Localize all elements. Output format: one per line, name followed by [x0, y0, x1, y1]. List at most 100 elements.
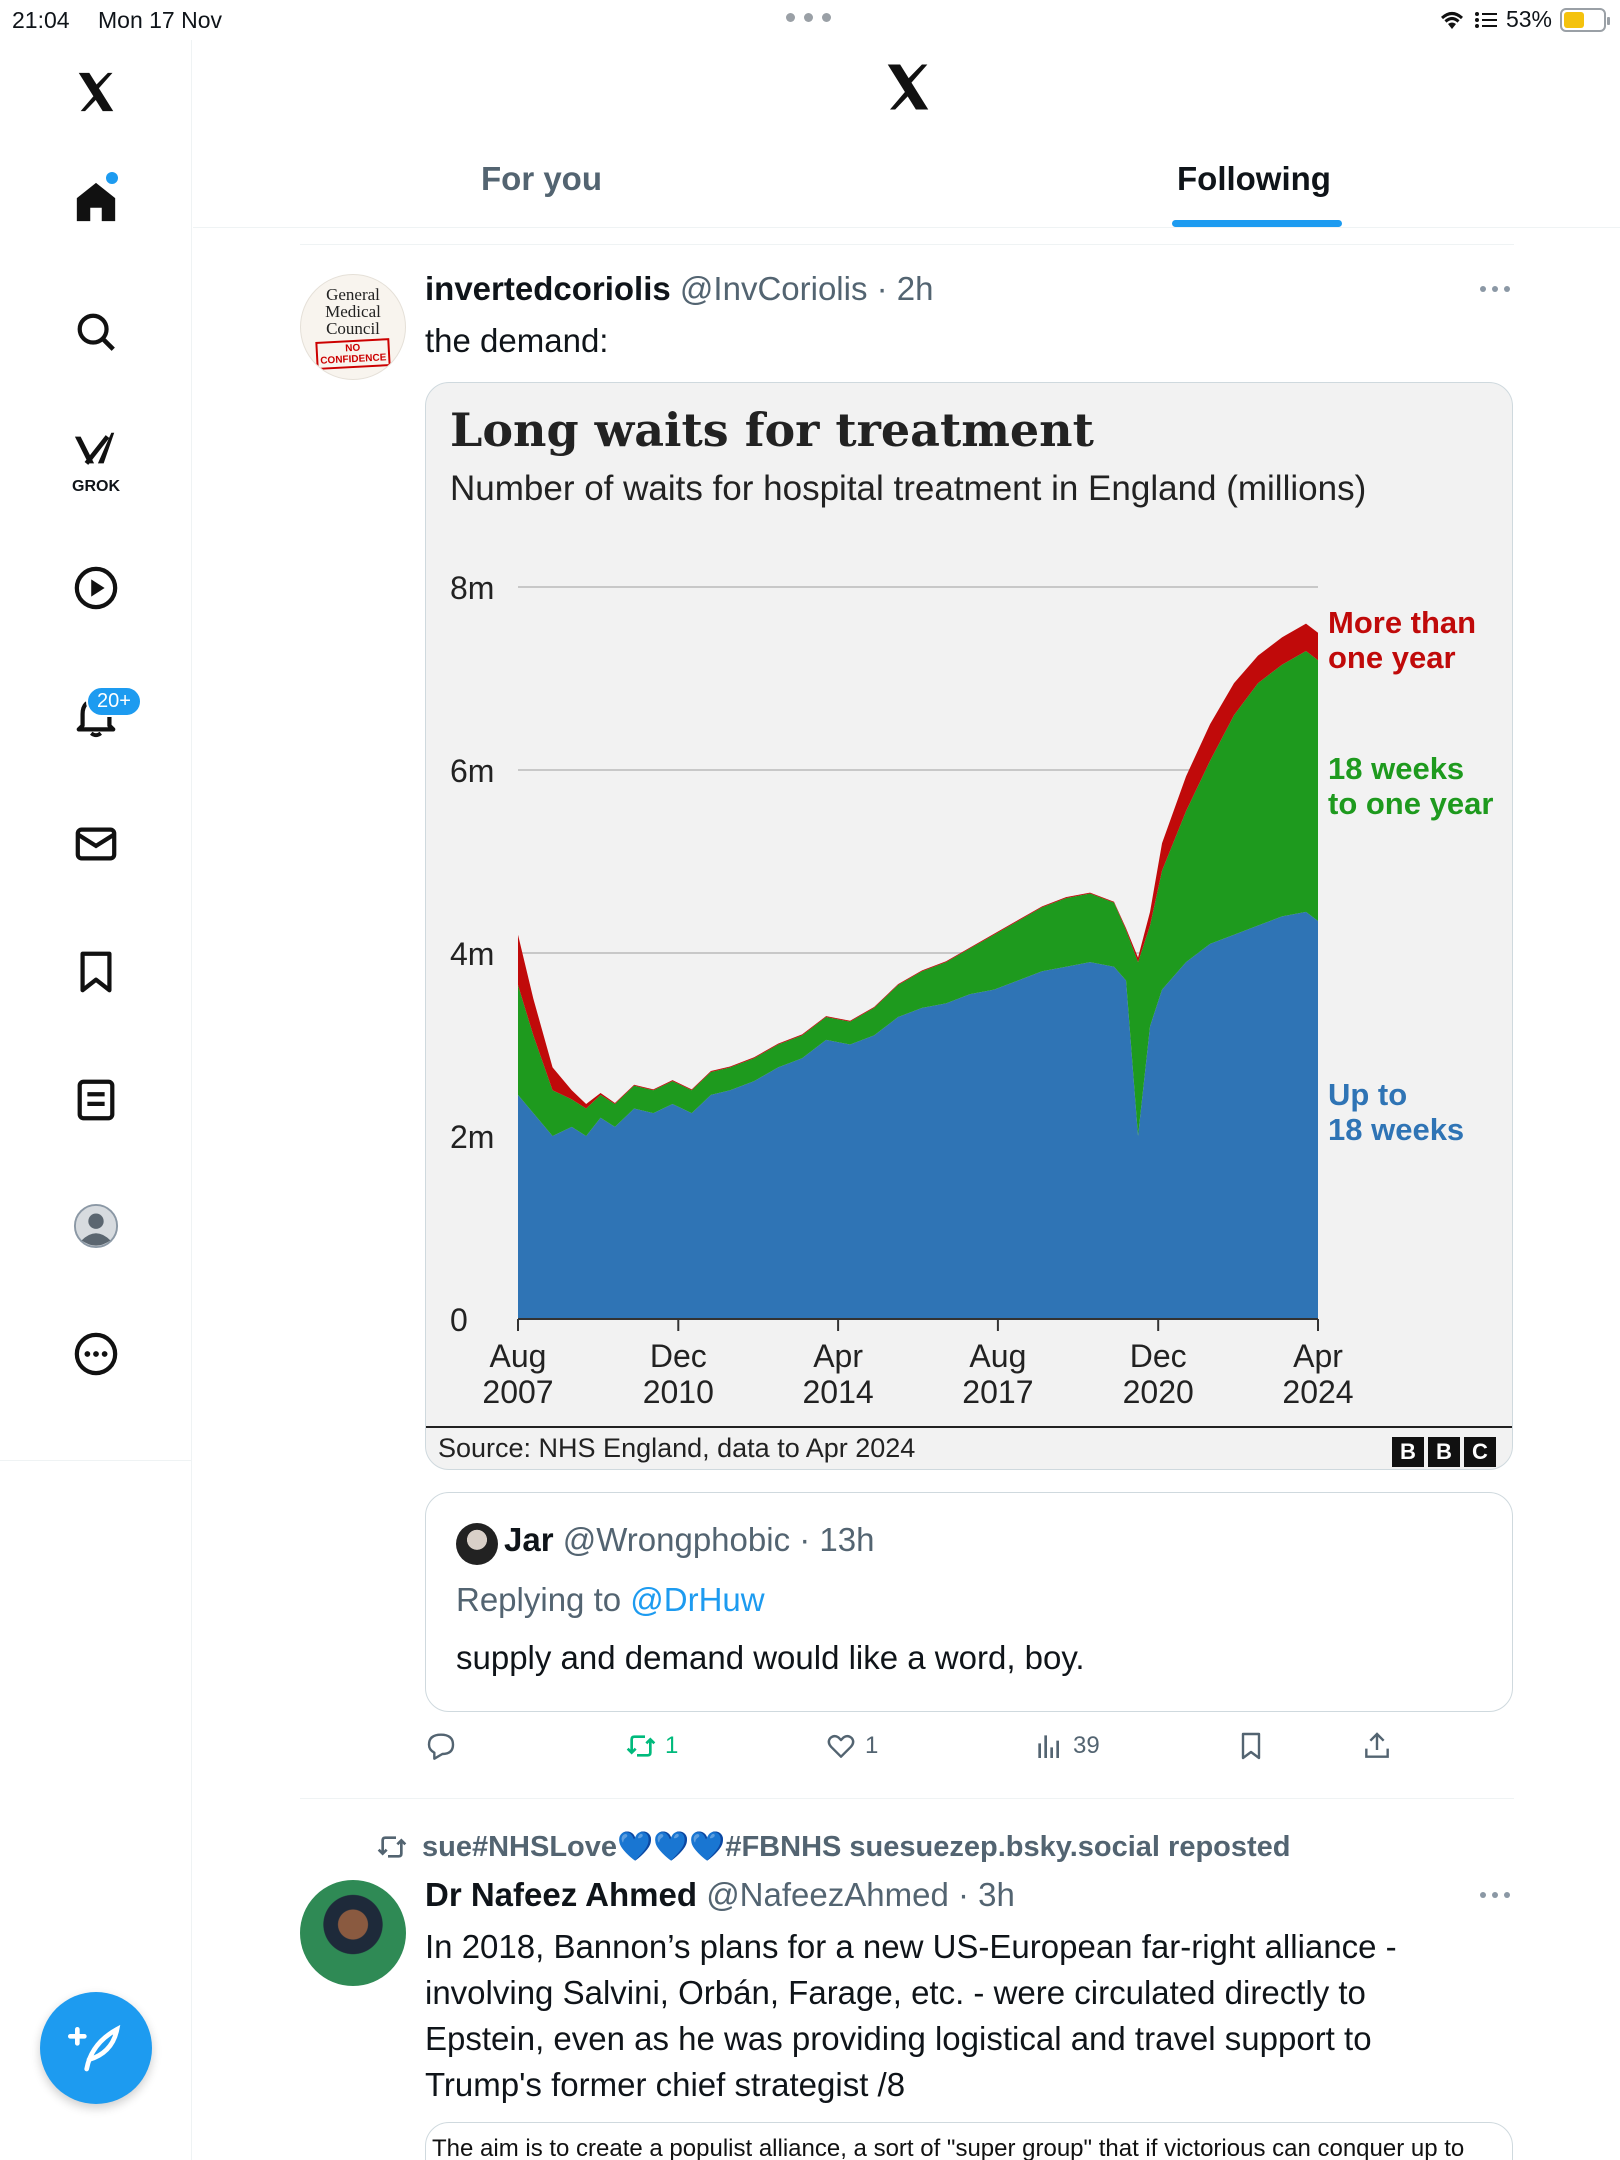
post-header: invertedcoriolis @InvCoriolis · 2h	[425, 270, 934, 308]
y-tick-label: 8m	[450, 570, 494, 606]
y-tick-label: 0	[450, 1302, 468, 1338]
x-logo-icon[interactable]	[66, 62, 126, 122]
multitasking-dots-icon[interactable]	[786, 13, 832, 23]
grok-icon[interactable]	[66, 420, 126, 480]
post-text-line: involving Salvini, Orbán, Farage, etc. -…	[425, 1974, 1366, 2011]
post-more-icon[interactable]	[1480, 1892, 1510, 1902]
x-tick-label: Aug	[969, 1338, 1026, 1374]
x-tick-label: 2014	[803, 1374, 874, 1410]
post-more-icon[interactable]	[1480, 286, 1510, 296]
x-tick-label: Dec	[650, 1338, 707, 1374]
post-header: Dr Nafeez Ahmed @NafeezAhmed · 3h	[425, 1876, 1015, 1914]
grok-label: GROK	[72, 478, 120, 495]
status-bar: 21:04 Mon 17 Nov 53%	[0, 0, 1620, 40]
repost-count: 1	[665, 1732, 679, 1759]
quote-text: supply and demand would like a word, boy…	[456, 1639, 1085, 1676]
y-tick-label: 4m	[450, 936, 494, 972]
compose-feather-icon	[68, 2024, 121, 2072]
views-button[interactable]: 39	[1033, 1730, 1100, 1762]
bbc-block: B	[1392, 1437, 1424, 1467]
series-label: one year	[1328, 640, 1456, 675]
post-avatar[interactable]	[300, 1880, 406, 1986]
battery-percent: 53%	[1505, 6, 1552, 32]
like-count: 1	[865, 1732, 879, 1759]
series-area-18-weeks-to-one-year	[518, 651, 1318, 1136]
series-label: 18 weeks	[1328, 751, 1464, 786]
stamp-text: CONFIDENCE	[319, 352, 387, 367]
header-x-logo-icon[interactable]	[881, 60, 935, 119]
compose-button[interactable]	[40, 1992, 152, 2104]
bbc-logo: B B C	[1392, 1437, 1496, 1467]
home-unread-dot	[106, 172, 118, 184]
area-chart: 02m4m6m8mAug2007Dec2010Apr2014Aug2017Dec…	[426, 570, 1512, 1428]
chart-subtitle: Number of waits for hospital treatment i…	[450, 469, 1367, 508]
more-icon[interactable]	[66, 1324, 126, 1384]
tab-for-you[interactable]: For you	[481, 160, 602, 197]
series-label: to one year	[1328, 786, 1493, 821]
repost-button[interactable]: 1	[625, 1730, 678, 1762]
chart-source: Source: NHS England, data to Apr 2024	[438, 1433, 916, 1463]
repost-icon	[377, 1836, 407, 1858]
mail-icon[interactable]	[66, 814, 126, 874]
replying-handle[interactable]: @DrHuw	[630, 1581, 765, 1618]
x-tick-label: 2024	[1282, 1374, 1353, 1410]
chart-image[interactable]: Long waits for treatment Number of waits…	[425, 382, 1513, 1470]
search-icon[interactable]	[66, 302, 126, 362]
y-tick-label: 6m	[450, 753, 494, 789]
lists-icon[interactable]	[66, 1070, 126, 1130]
bbc-block: B	[1428, 1437, 1460, 1467]
author-name[interactable]: Dr Nafeez Ahmed	[425, 1876, 698, 1913]
profile-avatar-icon[interactable]	[66, 1196, 126, 1256]
repost-icon	[626, 1735, 656, 1757]
status-right: 53%	[1438, 6, 1610, 33]
share-button[interactable]	[1361, 1730, 1393, 1762]
sidebar-divider	[0, 1460, 192, 1461]
replying-prefix: Replying to	[456, 1581, 631, 1618]
like-button[interactable]: 1	[825, 1730, 878, 1762]
author-handle[interactable]: @NafeezAhmed	[706, 1876, 949, 1913]
avatar-logo-line: Medical	[325, 302, 381, 321]
bookmark-icon[interactable]	[66, 942, 126, 1002]
views-icon	[1038, 1735, 1059, 1758]
video-icon[interactable]	[66, 558, 126, 618]
post-time[interactable]: 3h	[978, 1876, 1015, 1913]
avatar-logo-line: Council	[326, 319, 380, 338]
avatar-logo-line: General	[326, 285, 380, 304]
post-avatar[interactable]: General Medical Council NO CONFIDENCE	[300, 274, 406, 380]
author-handle[interactable]: @InvCoriolis	[679, 270, 868, 307]
post-text: the demand:	[425, 322, 609, 359]
quoted-post[interactable]: Jar @Wrongphobic · 13h Replying to @DrHu…	[425, 1492, 1513, 1712]
replying-to: Replying to @DrHuw	[456, 1581, 765, 1619]
list-status-icon	[1474, 11, 1497, 28]
x-tick-label: Apr	[813, 1338, 863, 1374]
home-icon[interactable]	[66, 172, 126, 232]
post-time[interactable]: 2h	[896, 270, 934, 307]
notifications-badge: 20+	[86, 686, 142, 717]
tab-following[interactable]: Following	[1177, 160, 1331, 197]
bookmark-button[interactable]	[1235, 1730, 1267, 1762]
share-icon	[1365, 1732, 1389, 1758]
battery-icon	[1560, 7, 1610, 32]
status-time: 21:04	[12, 7, 70, 33]
quoted-image-preview[interactable]: The aim is to create a populist alliance…	[425, 2122, 1513, 2160]
y-tick-label: 2m	[450, 1119, 494, 1155]
post-text: In 2018, Bannon’s plans for a new US-Eur…	[425, 1924, 1397, 2108]
series-area-up-to-18-weeks	[518, 911, 1318, 1319]
timeline-header: For you Following	[193, 40, 1620, 228]
x-tick-label: Aug	[490, 1338, 547, 1374]
quote-preview-text: The aim is to create a populist alliance…	[432, 2135, 1465, 2160]
author-name[interactable]: invertedcoriolis	[425, 270, 671, 307]
quote-author-name: Jar	[504, 1521, 554, 1558]
separator-dot: ·	[867, 270, 897, 307]
post-text-line: Epstein, even as he was providing logist…	[425, 2020, 1372, 2057]
post-text-line: In 2018, Bannon’s plans for a new US-Eur…	[425, 1928, 1397, 1965]
reposted-by-text[interactable]: sue#NHSLove💙💙💙#FBNHS suesuezep.bsky.soci…	[422, 1831, 1291, 1863]
status-date: Mon 17 Nov	[98, 7, 223, 33]
x-tick-label: Dec	[1130, 1338, 1187, 1374]
x-tick-label: 2020	[1123, 1374, 1194, 1410]
quote-time: 13h	[819, 1521, 875, 1558]
sidebar	[0, 40, 192, 2160]
reply-button[interactable]	[425, 1730, 457, 1762]
series-label: More than	[1328, 605, 1476, 640]
series-label: 18 weeks	[1328, 1112, 1464, 1147]
